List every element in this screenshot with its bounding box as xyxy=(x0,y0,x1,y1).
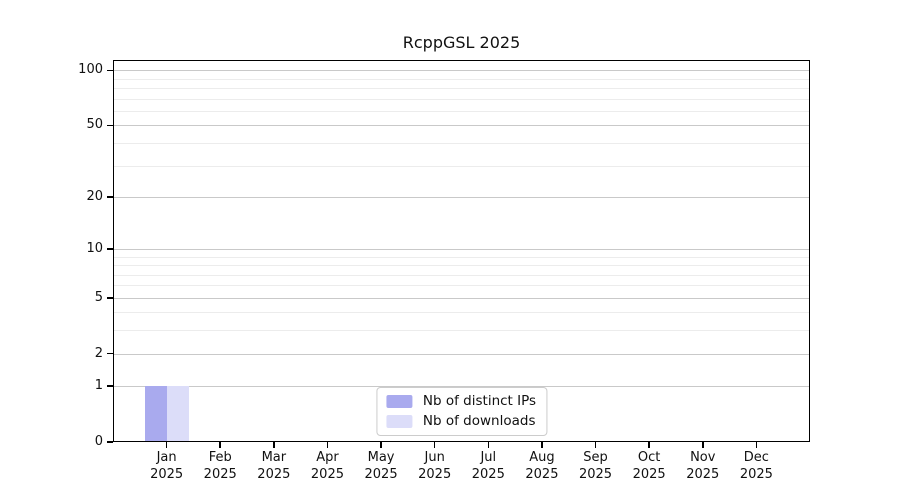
x-axis-tick xyxy=(594,442,597,448)
x-axis-tick xyxy=(433,442,436,448)
gridline-minor xyxy=(113,78,810,80)
x-tick-month: Feb xyxy=(208,450,232,465)
x-axis-tick-label: Jan 2025 xyxy=(136,450,198,483)
x-tick-year: 2025 xyxy=(471,466,505,482)
x-tick-month: Jan xyxy=(156,450,177,465)
gridline-minor xyxy=(113,143,810,145)
chart-title: RcppGSL 2025 xyxy=(402,33,521,52)
x-axis-tick xyxy=(165,442,168,448)
y-axis-tick-label: 20 xyxy=(86,188,103,204)
y-axis-tick xyxy=(107,124,113,127)
x-tick-month: Oct xyxy=(637,450,661,465)
x-tick-year: 2025 xyxy=(739,466,773,482)
legend: Nb of distinct IPs Nb of downloads xyxy=(375,387,548,436)
x-tick-year: 2025 xyxy=(150,466,184,482)
legend-swatch xyxy=(385,394,412,408)
x-axis-tick xyxy=(326,442,329,448)
x-axis-tick-label: Dec 2025 xyxy=(725,450,787,483)
x-axis-tick xyxy=(487,442,490,448)
y-axis-tick xyxy=(107,352,113,355)
x-tick-month: Jul xyxy=(480,450,497,465)
x-tick-month: Apr xyxy=(316,450,339,465)
x-axis-tick-label: Apr 2025 xyxy=(296,450,358,483)
gridline-major xyxy=(113,248,810,250)
x-axis-tick-label: Mar 2025 xyxy=(243,450,305,483)
x-axis-tick-label: Aug 2025 xyxy=(511,450,573,483)
gridline-minor xyxy=(113,312,810,314)
y-axis-tick-label: 50 xyxy=(86,117,103,133)
x-tick-year: 2025 xyxy=(686,466,720,482)
y-axis-tick xyxy=(107,248,113,250)
legend-item: Nb of distinct IPs xyxy=(385,393,537,409)
x-tick-month: Jun xyxy=(424,450,445,465)
gridline-major xyxy=(113,125,810,127)
bar-distinct-ips xyxy=(144,386,167,442)
y-axis-tick-label: 10 xyxy=(86,240,103,256)
x-axis-tick-label: Jun 2025 xyxy=(404,450,466,483)
x-axis-tick xyxy=(755,442,758,448)
x-tick-year: 2025 xyxy=(578,466,613,482)
gridline-minor xyxy=(113,274,810,276)
legend-label: Nb of downloads xyxy=(422,413,536,429)
y-axis-tick xyxy=(107,69,113,72)
x-axis-tick xyxy=(648,442,650,448)
x-axis-tick xyxy=(702,442,704,448)
x-tick-month: Nov xyxy=(690,450,716,465)
gridline-minor xyxy=(113,111,810,113)
x-tick-month: May xyxy=(367,450,395,465)
x-tick-year: 2025 xyxy=(632,466,666,482)
x-tick-year: 2025 xyxy=(418,466,452,482)
y-axis-tick-label: 5 xyxy=(94,289,103,305)
x-axis-tick-label: May 2025 xyxy=(350,450,412,483)
y-axis-tick xyxy=(107,441,113,443)
x-axis-tick-label: Nov 2025 xyxy=(672,450,734,483)
gridline-major xyxy=(113,297,810,299)
x-axis-tick xyxy=(380,442,382,448)
y-axis-tick-label: 0 xyxy=(94,434,103,449)
gridline-major xyxy=(113,353,810,355)
legend-label: Nb of distinct IPs xyxy=(422,393,537,409)
x-axis-tick-label: Jul 2025 xyxy=(457,450,519,483)
y-axis-tick-label: 100 xyxy=(78,62,103,78)
y-axis-tick xyxy=(107,297,113,299)
x-tick-month: Mar xyxy=(261,450,287,465)
legend-swatch xyxy=(385,414,412,428)
x-tick-year: 2025 xyxy=(257,466,291,482)
x-tick-month: Aug xyxy=(529,450,555,465)
x-axis-tick xyxy=(541,442,543,448)
x-axis-tick-label: Sep 2025 xyxy=(565,450,627,483)
gridline-minor xyxy=(113,165,810,167)
gridline-major xyxy=(113,70,810,72)
gridline-minor xyxy=(113,256,810,258)
x-tick-year: 2025 xyxy=(203,466,237,482)
x-axis-tick-label: Oct 2025 xyxy=(618,450,680,483)
x-axis-tick-label: Feb 2025 xyxy=(189,450,251,483)
x-tick-month: Sep xyxy=(583,450,608,465)
bar-downloads xyxy=(166,386,189,442)
y-axis-tick xyxy=(107,196,113,198)
y-axis-tick xyxy=(107,385,113,387)
plot-area: Nb of distinct IPs Nb of downloads xyxy=(113,60,810,442)
gridline-minor xyxy=(113,285,810,287)
gridline-minor xyxy=(113,88,810,90)
x-tick-month: Dec xyxy=(743,450,769,465)
y-axis-tick-label: 2 xyxy=(94,345,103,361)
y-axis-tick-label: 1 xyxy=(94,378,103,394)
legend-item: Nb of downloads xyxy=(385,413,536,429)
gridline-major xyxy=(113,386,810,388)
gridline-minor xyxy=(113,330,810,332)
gridline-major xyxy=(113,196,810,198)
x-tick-year: 2025 xyxy=(364,466,398,482)
x-tick-year: 2025 xyxy=(525,466,559,482)
x-axis-tick xyxy=(273,442,275,448)
gridline-minor xyxy=(113,98,810,100)
gridline-minor xyxy=(113,265,810,267)
x-axis-tick xyxy=(219,442,221,448)
x-tick-year: 2025 xyxy=(310,466,344,482)
